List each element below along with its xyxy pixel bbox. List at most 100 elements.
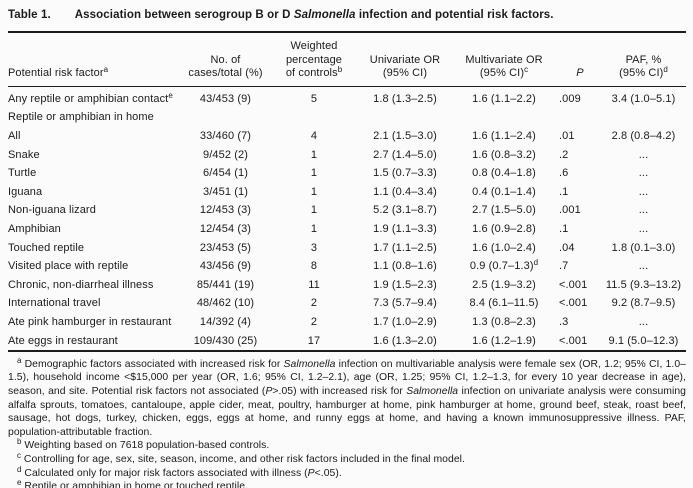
risk-factor-label: All: [8, 129, 21, 142]
footnote-marker: a: [17, 355, 22, 365]
footnote-marker: b: [17, 437, 22, 447]
risk-factor-label: Iguana: [8, 185, 43, 198]
cell-univariate: 2.7 (1.4–5.0): [373, 148, 437, 161]
table-row: Visited place with reptile 43/456 (9) 8 1.1…: [8, 257, 686, 276]
cell-p_value: .3: [559, 315, 569, 328]
risk-factor-label: Chronic, non-diarrheal illness: [8, 278, 154, 291]
cell-cases_total: 48/462 (10): [196, 297, 255, 310]
cell-univariate: 1.1 (0.4–3.4): [373, 185, 437, 198]
column-header-weighted_pct: Weighted percentage of controlsb: [285, 40, 343, 79]
risk-factor-label: International travel: [8, 297, 101, 310]
cell-cases_total: 12/453 (3): [199, 204, 252, 217]
cell-cases_total: 3/451 (1): [203, 185, 248, 198]
cell-weighted_pct: 1: [310, 222, 318, 235]
footnote-marker: d: [17, 464, 22, 474]
cell-paf: 3.4 (1.0–5.1): [611, 92, 676, 105]
cell-paf: 9.1 (5.0–12.3): [608, 334, 679, 347]
table-header-row: Potential risk factora No. of cases/total …: [8, 32, 686, 86]
cell-paf: ...: [638, 167, 649, 180]
table-row: Non-iguana lizard 12/453 (3) 1 5.2 (3.1–8.7…: [8, 201, 686, 220]
cell-paf: ...: [638, 185, 649, 198]
cell-paf: 9.2 (8.7–9.5): [611, 297, 676, 310]
cell-univariate: 1.1 (0.8–1.6): [373, 260, 437, 273]
cell-weighted_pct: 2: [310, 297, 318, 310]
cell-p_value: .01: [559, 129, 575, 142]
risk-factor-label: Turtle: [8, 167, 37, 180]
risk-factor-table: Potential risk factora No. of cases/total …: [8, 31, 686, 352]
cell-multivariate: 1.6 (1.1–2.4): [472, 129, 536, 142]
cell-cases_total: 43/456 (9): [199, 260, 252, 273]
cell-paf: ...: [638, 315, 649, 328]
cell-paf: ...: [638, 260, 649, 273]
cell-multivariate: 0.9 (0.7–1.3)d: [469, 258, 539, 273]
risk-factor-label: Reptile or amphibian in home: [8, 111, 154, 124]
risk-factor-label: Ate eggs in restaurant: [8, 334, 118, 347]
cell-paf: 1.8 (0.1–3.0): [611, 241, 676, 254]
risk-factor-label: Amphibian: [8, 222, 61, 235]
cell-weighted_pct: 1: [310, 167, 318, 180]
cell-p_value: .7: [559, 260, 569, 273]
cell-univariate: 1.6 (1.3–2.0): [373, 334, 437, 347]
cell-multivariate: 8.4 (6.1–11.5): [469, 297, 539, 310]
cell-p_value: <.001: [559, 297, 588, 310]
cell-cases_total: 6/454 (1): [203, 167, 248, 180]
cell-weighted_pct: 11: [308, 278, 320, 291]
cell-weighted_pct: 1: [310, 148, 318, 161]
cell-cases_total: 33/460 (7): [199, 129, 252, 142]
cell-weighted_pct: 17: [307, 334, 321, 347]
table-row: Ate eggs in restaurant 109/430 (25) 17 1.6 …: [8, 331, 686, 351]
column-header-risk_factor: Potential risk factora: [8, 65, 109, 80]
column-header-p_value: P: [576, 67, 584, 79]
cell-cases_total: [184, 108, 267, 127]
cell-multivariate: 2.7 (1.5–5.0): [472, 204, 536, 217]
table-number-label: Table 1.: [8, 9, 51, 21]
cell-p_value: <.001: [559, 334, 588, 347]
cell-univariate: 5.2 (3.1–8.7): [373, 204, 437, 217]
cell-univariate: [361, 108, 449, 127]
cell-univariate: 2.1 (1.5–3.0): [373, 129, 437, 142]
cell-p_value: .1: [559, 222, 569, 235]
column-header-paf: PAF, % (95% CI)d: [619, 53, 668, 80]
cell-weighted_pct: 4: [310, 129, 318, 142]
risk-factor-label: Ate pink hamburger in restaurant: [8, 315, 172, 328]
table-row: Amphibian 12/454 (3) 1 1.9 (1.1–3.3) 1.6 (0.…: [8, 220, 686, 239]
column-header-cases_total: No. of cases/total (%): [188, 53, 263, 80]
cell-univariate: 1.9 (1.5–2.3): [373, 278, 437, 291]
cell-p_value: .04: [559, 241, 575, 254]
table-row: Reptile or amphibian in home: [8, 108, 686, 127]
cell-weighted_pct: 3: [310, 241, 318, 254]
risk-factor-label: Snake: [8, 148, 40, 161]
cell-multivariate: 1.6 (0.8–3.2): [472, 148, 536, 161]
risk-factor-label: Any reptile or amphibian contacte: [8, 90, 173, 105]
table-body: Any reptile or amphibian contacte 43/453 …: [8, 86, 686, 351]
cell-multivariate: 1.6 (1.0–2.4): [472, 241, 536, 254]
cell-p_value: .6: [559, 167, 569, 180]
cell-univariate: 1.9 (1.1–3.3): [373, 222, 437, 235]
column-header-univariate: Univariate OR (95% CI): [369, 53, 441, 80]
table-title-text: Association between serogroup B or D Sal…: [74, 9, 554, 21]
cell-weighted_pct: 5: [310, 92, 318, 105]
cell-multivariate: 1.6 (1.1–2.2): [472, 92, 536, 105]
cell-paf: 2.8 (0.8–4.2): [611, 129, 676, 142]
cell-p_value: .001: [559, 204, 581, 217]
table-footnotes: a Demographic factors associated with in…: [8, 355, 686, 488]
cell-paf: ...: [638, 222, 649, 235]
column-header-multivariate: Multivariate OR (95% CI)c: [465, 53, 543, 80]
footnote-a: a Demographic factors associated with in…: [8, 355, 686, 438]
cell-univariate: 1.8 (1.3–2.5): [373, 92, 437, 105]
cell-multivariate: 1.6 (0.9–2.8): [472, 222, 536, 235]
cell-weighted_pct: [267, 108, 361, 127]
cell-multivariate: [449, 108, 559, 127]
cell-cases_total: 109/430 (25): [193, 334, 258, 347]
risk-factor-label: Touched reptile: [8, 241, 85, 254]
cell-paf: [601, 108, 686, 127]
table-row: Ate pink hamburger in restaurant 14/392 (…: [8, 313, 686, 332]
table-row: Turtle 6/454 (1) 1 1.5 (0.7–3.3) 0.8 (0.4–1.…: [8, 164, 686, 183]
cell-p_value: [559, 108, 601, 127]
cell-univariate: 7.3 (5.7–9.4): [373, 297, 437, 310]
table-caption: Table 1. Association between serogroup B …: [8, 5, 686, 31]
cell-univariate: 1.5 (0.7–3.3): [373, 167, 437, 180]
table-row: Chronic, non-diarrheal illness 85/441 (19…: [8, 275, 686, 294]
cell-weighted_pct: 8: [310, 260, 318, 273]
